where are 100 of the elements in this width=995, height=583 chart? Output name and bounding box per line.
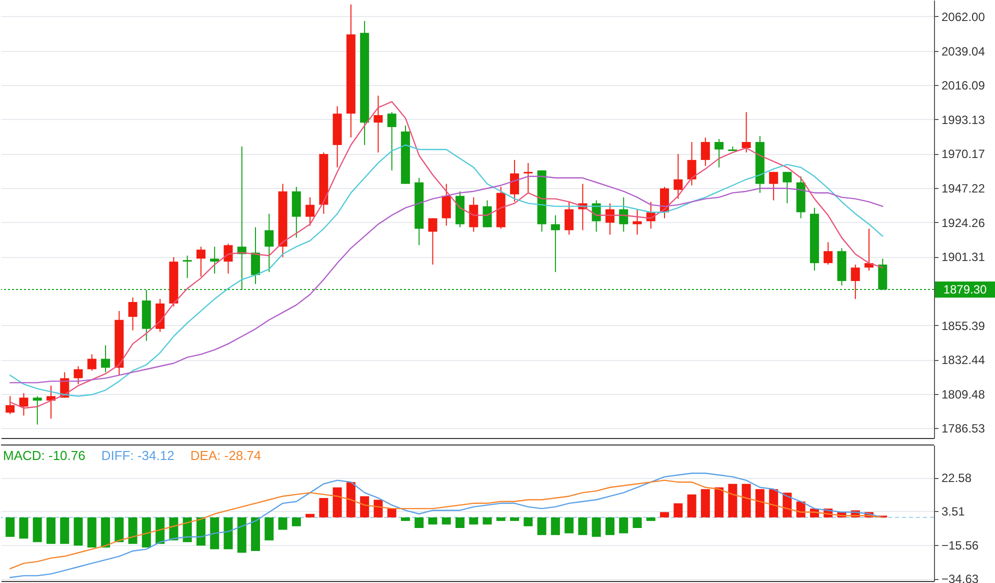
bar [250,517,260,551]
bar [578,517,588,536]
bar [456,517,464,528]
bar [46,517,56,544]
candlestick [428,218,438,266]
y-tick-label: 1809.48 [942,387,986,402]
y-tick-label: 1993.13 [942,112,986,127]
bar [306,514,315,518]
bar [714,487,724,518]
bar [374,500,383,518]
bar [728,484,738,518]
bar [619,517,628,534]
candlestick [101,344,110,373]
bar [414,517,424,528]
y-tick-label: 1832.44 [942,353,986,368]
bar [360,496,370,518]
candlestick [6,396,15,415]
bar [210,517,220,550]
candlestick [224,243,233,274]
candlestick [769,171,778,201]
y-tick-label: 3.51 [942,504,966,519]
line-series [9,480,884,570]
bar [755,489,764,518]
bar [74,517,83,546]
bar [278,517,288,530]
bar [387,508,396,518]
bar [700,489,710,518]
y-tick-label: 1901.31 [942,250,986,264]
bar [400,517,410,521]
bar [6,517,15,537]
text: DIFF: -34.12 [101,448,174,463]
y-tick-label: 1924.26 [942,216,986,230]
bar [32,517,42,542]
candlestick [632,208,642,236]
bar [442,517,451,524]
candlestick [128,296,138,331]
y-tick-label: 22.58 [942,471,972,486]
y-tick-label: 1786.53 [942,422,986,436]
candlestick [824,242,833,266]
y-tick-label: 2039.04 [942,44,986,58]
y-tick-label: −15.56 [942,538,979,552]
candlestick [714,138,724,168]
line-series [9,472,884,578]
candlestick [782,171,792,204]
bar [469,517,478,524]
line-series [9,144,884,397]
candlestick [306,196,315,226]
bar [332,487,342,518]
bar [224,517,233,550]
bar [769,489,778,518]
bar [564,517,574,534]
bar [196,517,206,546]
candlestick [182,255,192,279]
bar [87,517,96,548]
bar [237,517,246,553]
candlestick [700,137,710,166]
candlestick [210,246,220,274]
candlestick [687,142,696,186]
candlestick [524,162,533,194]
candlestick [19,392,28,416]
bar [60,517,70,544]
y-tick-label: 1855.39 [942,318,986,333]
bar [674,503,683,518]
y-tick-label: 1947.22 [942,182,986,196]
bar [537,517,546,536]
candlestick [374,95,383,153]
bar [19,517,28,539]
candlestick [87,354,96,372]
candlestick [196,246,206,278]
bar [428,517,438,524]
bar [496,517,506,521]
bar [292,517,301,526]
candlestick [387,112,396,171]
bar [592,517,601,537]
candlestick [510,159,520,202]
candlestick [742,112,751,153]
y-tick-label: 2062.00 [942,10,986,24]
bar [346,482,356,518]
bar [632,517,642,528]
bar [605,517,614,536]
candlestick [74,366,83,385]
bar [524,517,533,526]
y-tick-label: 2016.09 [942,78,986,93]
text: MACD: -10.76 [3,448,86,463]
bar [550,517,560,536]
bar [128,517,138,544]
candlestick [550,214,560,273]
bar [142,517,151,548]
y-tick-label: −34.63 [942,572,979,583]
candlestick [32,396,42,426]
bar [646,517,656,521]
bar [114,517,124,542]
bar [687,494,696,518]
candlestick [564,201,574,236]
ref-line-label: 1879.30 [943,282,988,297]
candlestick [264,213,274,273]
bar [156,517,165,544]
candlestick [442,183,451,226]
bar [319,498,328,518]
bar [660,512,670,518]
